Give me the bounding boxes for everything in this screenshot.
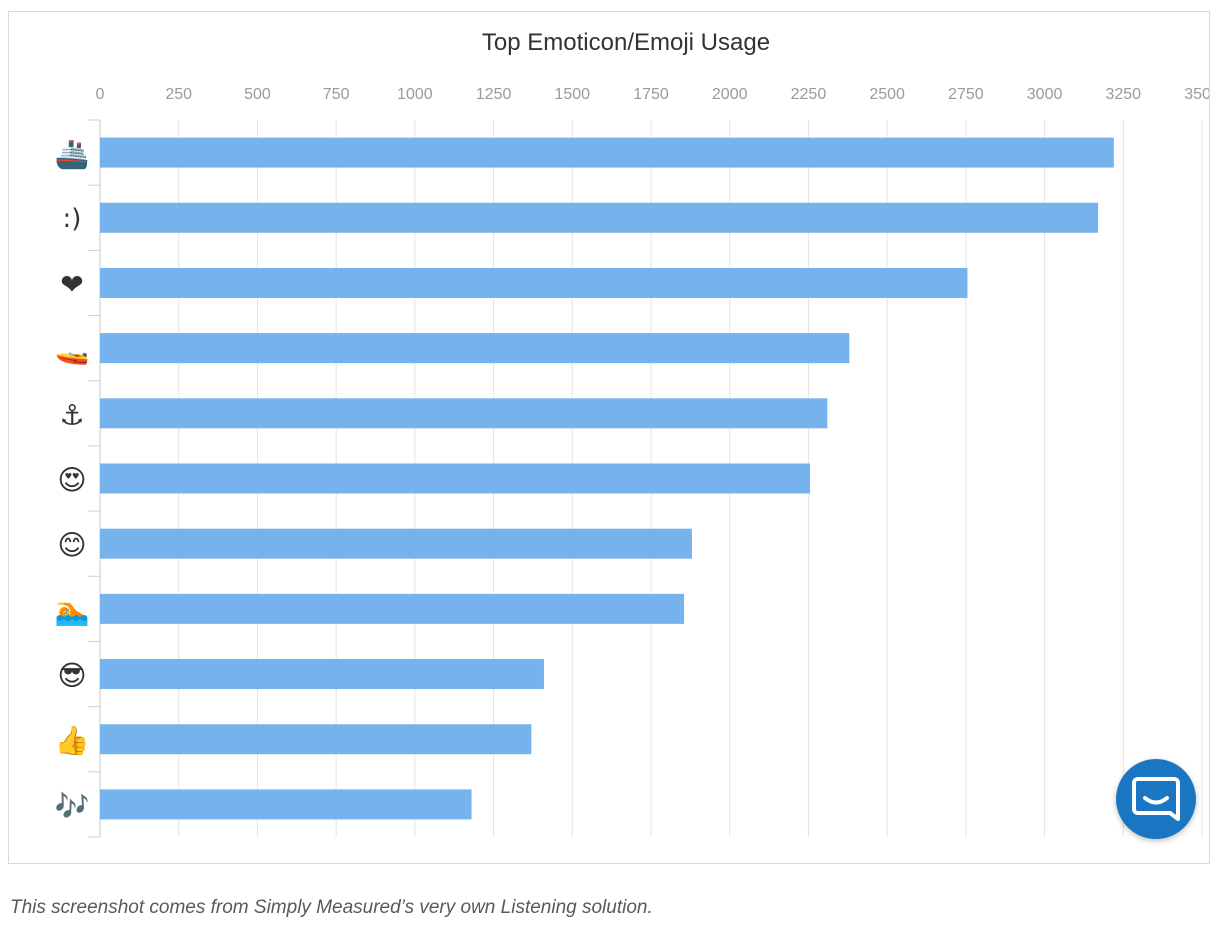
x-tick-label: 750: [323, 86, 350, 103]
bar: [100, 789, 472, 820]
bar: [100, 267, 968, 298]
bar-chart: Top Emoticon/Emoji Usage 0 250 500 750 1000 1…: [55, 29, 1210, 838]
x-tick-label: 0: [96, 86, 105, 103]
bar: [100, 659, 544, 690]
chat-bubble-icon: [1132, 777, 1180, 821]
category-labels: 🚢:) ❤ 🚤 ⚓ 😍 😊 🏊 😎 👍 🎶: [55, 138, 90, 823]
x-axis-ticks: 0 250 500 750 1000 1250 1500 1750 2000 2250 2500 27…: [96, 86, 1210, 103]
x-tick-label: 3250: [1105, 86, 1141, 103]
x-tick-label: 2500: [869, 86, 905, 103]
x-tick-label: 3500: [1184, 86, 1210, 103]
x-tick-label: 1000: [397, 86, 433, 103]
x-tick-label: 1500: [554, 86, 590, 103]
bar: [100, 333, 850, 364]
bar: [100, 137, 1114, 168]
category-label: 😍: [57, 464, 86, 497]
category-label: 🎶: [55, 789, 90, 822]
category-label: 🚢: [55, 138, 90, 171]
x-tick-label: 500: [244, 86, 271, 103]
x-tick-label: 2000: [712, 86, 748, 103]
bar: [100, 528, 692, 559]
category-label: ❤: [60, 268, 83, 301]
x-tick-label: 2750: [948, 86, 984, 103]
category-label: 🏊: [55, 594, 90, 627]
bar: [100, 724, 532, 755]
category-label: 😊: [57, 529, 86, 562]
x-tick-label: 1250: [476, 86, 512, 103]
x-tick-label: 3000: [1027, 86, 1063, 103]
x-tick-label: 2250: [791, 86, 827, 103]
bar: [100, 463, 811, 494]
category-label: 😎: [57, 659, 86, 692]
category-label: 👍: [55, 724, 90, 757]
x-tick-label: 1750: [633, 86, 669, 103]
category-label: 🚤: [55, 333, 90, 366]
category-label: :): [63, 204, 82, 234]
bars: [100, 137, 1114, 820]
x-tick-label: 250: [165, 86, 192, 103]
chat-launcher-button[interactable]: [1116, 759, 1196, 839]
caption: This screenshot comes from Simply Measur…: [10, 897, 653, 918]
category-label: ⚓: [59, 398, 84, 431]
chart-frame: Top Emoticon/Emoji Usage 0 250 500 750 1000 1…: [8, 11, 1210, 864]
chart-title: Top Emoticon/Emoji Usage: [482, 29, 770, 56]
bar: [100, 202, 1099, 233]
bar: [100, 593, 685, 624]
bar: [100, 398, 828, 429]
